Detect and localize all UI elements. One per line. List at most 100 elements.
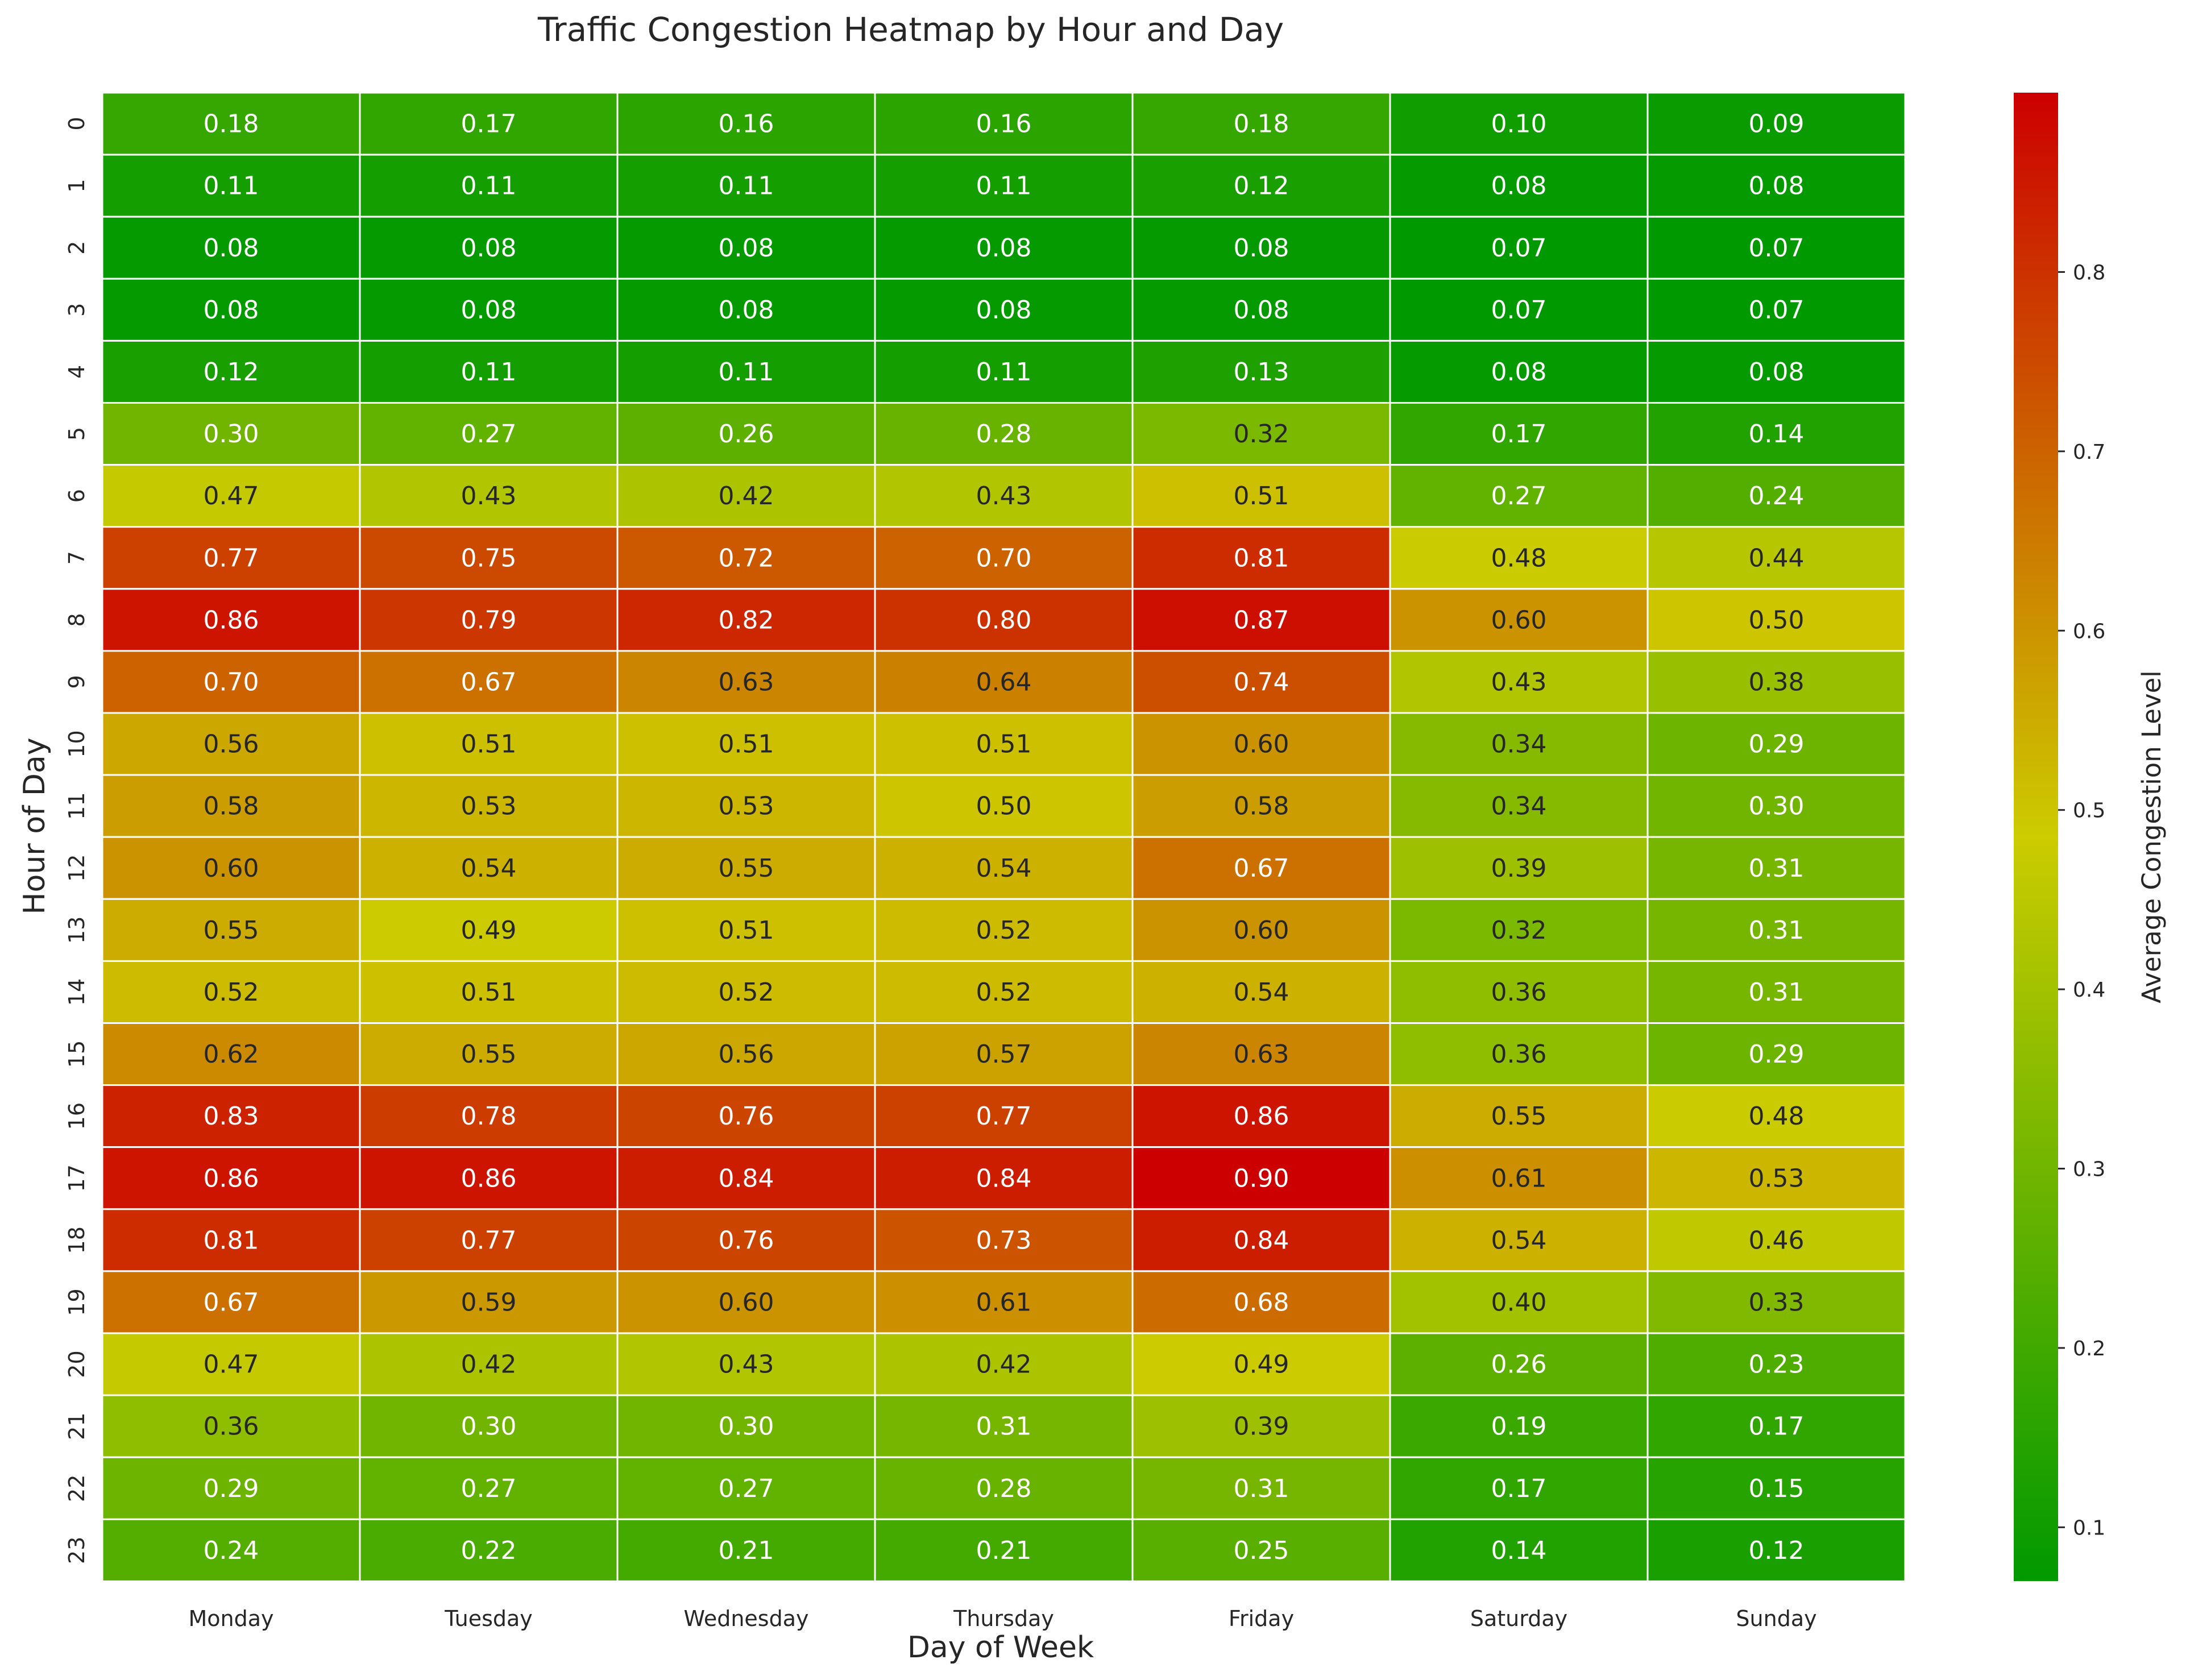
y-tick-label: 10 (64, 730, 89, 757)
heatmap-cell (359, 650, 619, 714)
cell-value-label: 0.21 (719, 1536, 774, 1565)
heatmap-cell (101, 464, 361, 528)
heatmap-cell (359, 712, 619, 776)
cell-value-label: 0.63 (719, 667, 774, 696)
heatmap-cell (616, 277, 876, 342)
cell-value-label: 0.61 (1491, 1164, 1547, 1193)
heatmap-cell (359, 1022, 619, 1086)
cell-value-label: 0.12 (1234, 172, 1289, 201)
heatmap-cell (1131, 215, 1391, 280)
cell-value-label: 0.55 (204, 916, 259, 945)
heatmap-cell (101, 836, 361, 900)
heatmap-cell (359, 277, 619, 342)
heatmap-cell (1389, 588, 1649, 652)
cell-value-label: 0.36 (1491, 978, 1547, 1007)
y-tick-label: 12 (64, 854, 89, 882)
y-tick-label: 16 (64, 1102, 89, 1130)
cell-value-label: 0.60 (1234, 916, 1289, 945)
heatmap-cell (616, 402, 876, 466)
heatmap-cell (101, 650, 361, 714)
cell-value-label: 0.90 (1234, 1164, 1289, 1193)
cell-value-label: 0.31 (1234, 1474, 1289, 1503)
heatmap-cell (101, 1394, 361, 1458)
heatmap-cell (874, 277, 1134, 342)
cell-value-label: 0.51 (461, 730, 517, 759)
cell-value-label: 0.17 (1491, 1474, 1547, 1503)
cell-value-label: 0.48 (1491, 544, 1547, 573)
cell-value-label: 0.81 (204, 1226, 259, 1255)
heatmap-cell (1646, 712, 1906, 776)
cell-value-label: 0.21 (976, 1536, 1032, 1565)
cell-value-label: 0.27 (461, 420, 517, 449)
heatmap-cell (616, 1394, 876, 1458)
cell-value-label: 0.17 (1749, 1412, 1805, 1441)
heatmap-cell (1389, 1146, 1649, 1210)
cell-value-label: 0.39 (1491, 854, 1547, 883)
cell-value-label: 0.57 (976, 1040, 1032, 1069)
heatmap-cell (616, 960, 876, 1024)
cell-value-label: 0.27 (461, 1474, 517, 1503)
cell-value-label: 0.29 (204, 1474, 259, 1503)
heatmap-cell (616, 712, 876, 776)
x-tick-label: Thursday (953, 1606, 1054, 1631)
heatmap-cell (1131, 277, 1391, 342)
cell-value-label: 0.09 (1749, 110, 1805, 139)
heatmap-cell (874, 1456, 1134, 1520)
cell-value-label: 0.52 (976, 916, 1032, 945)
heatmap-cell (1389, 464, 1649, 528)
heatmap-cell (1131, 960, 1391, 1024)
heatmap-cell (101, 898, 361, 962)
cell-value-label: 0.31 (1749, 978, 1805, 1007)
heatmap-cell (1646, 92, 1906, 156)
heatmap-cell (1646, 1022, 1906, 1086)
heatmap-cell (359, 836, 619, 900)
heatmap-cell (616, 1084, 876, 1148)
colorbar-tick-label: 0.2 (2073, 1337, 2105, 1360)
cell-value-label: 0.77 (976, 1102, 1032, 1131)
heatmap-cell (1646, 898, 1906, 962)
cell-value-label: 0.11 (461, 358, 517, 387)
heatmap-cell (616, 1270, 876, 1334)
cell-value-label: 0.72 (719, 544, 774, 573)
cell-value-label: 0.31 (976, 1412, 1032, 1441)
x-axis-tick-labels: Monday Tuesday Wednesday Thursday Friday Satu… (188, 1606, 1816, 1631)
cell-value-label: 0.14 (1749, 420, 1805, 449)
cell-value-label: 0.38 (1749, 667, 1805, 696)
cell-value-label: 0.52 (719, 978, 774, 1007)
heatmap-cell (101, 960, 361, 1024)
cell-value-label: 0.32 (1234, 420, 1289, 449)
cell-value-label: 0.29 (1749, 730, 1805, 759)
cell-value-label: 0.42 (461, 1350, 517, 1379)
cell-value-label: 0.51 (976, 730, 1032, 759)
cell-value-label: 0.81 (1234, 544, 1289, 573)
cell-value-label: 0.24 (204, 1536, 259, 1565)
cell-value-label: 0.11 (461, 172, 517, 201)
cell-value-label: 0.86 (1234, 1102, 1289, 1131)
cell-value-label: 0.07 (1749, 296, 1805, 325)
colorbar (2014, 93, 2058, 1581)
cell-value-label: 0.30 (204, 420, 259, 449)
colorbar-tick-label: 0.3 (2073, 1158, 2105, 1181)
heatmap-cell (1646, 215, 1906, 280)
cell-value-label: 0.17 (1491, 420, 1547, 449)
heatmap-cell (1389, 1208, 1649, 1272)
cell-value-label: 0.31 (1749, 854, 1805, 883)
heatmap-cell (359, 1518, 619, 1582)
cell-value-label: 0.79 (461, 605, 517, 634)
cell-value-label: 0.17 (461, 110, 517, 139)
heatmap-cell (101, 1084, 361, 1148)
colorbar-tick-label: 0.7 (2073, 441, 2105, 464)
heatmap-cell (1131, 650, 1391, 714)
cell-value-label: 0.55 (719, 854, 774, 883)
heatmap-cell (616, 1518, 876, 1582)
cell-value-label: 0.24 (1749, 482, 1805, 511)
heatmap-cell (359, 1332, 619, 1396)
cell-value-label: 0.08 (461, 296, 517, 325)
cell-value-label: 0.62 (204, 1040, 259, 1069)
heatmap-cell (1389, 402, 1649, 466)
cell-value-label: 0.19 (1491, 1412, 1547, 1441)
heatmap-cell (359, 1084, 619, 1148)
heatmap-cell (1389, 712, 1649, 776)
cell-value-label: 0.32 (1491, 916, 1547, 945)
heatmap-cell (359, 898, 619, 962)
